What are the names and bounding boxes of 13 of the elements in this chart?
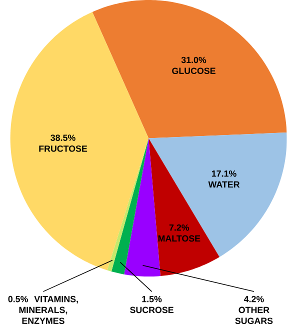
data-label: 4.2% [244, 296, 264, 302]
slice-label: WATER [208, 181, 240, 188]
slice-label: FRUCTOSE [39, 145, 88, 152]
slice-label: SUCROSE [130, 306, 174, 314]
slice-label: GLUCOSE [172, 68, 216, 74]
data-label: 1.5% [142, 296, 162, 302]
data-label: 0.5% [8, 296, 28, 302]
data-label: 31.0% [181, 56, 206, 64]
data-label: 38.5% [50, 134, 76, 141]
slice-label: MALTOSE [158, 235, 200, 242]
data-label: 17.1% [212, 170, 236, 177]
slice-label: OTHER SUGARS [235, 306, 273, 324]
data-label: 7.2% [169, 224, 190, 231]
